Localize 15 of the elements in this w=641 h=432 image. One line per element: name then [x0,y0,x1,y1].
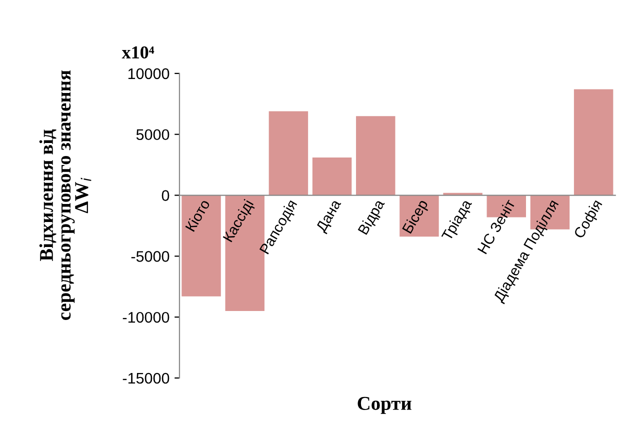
y-axis-title: Відхилення від середньогрупового значення ΔW$_{i}$ [39,70,92,320]
y-tick-label: 10000 [128,68,170,80]
bar [356,116,396,196]
y-tick-label: -10000 [122,312,170,323]
y-tick-label: -15000 [122,372,170,384]
y-tick-label: 0 [162,190,170,201]
text: x10⁴ [122,46,154,58]
y-tick-label: 5000 [136,129,170,140]
bar [574,89,614,196]
bar [400,195,439,237]
bar [268,111,308,196]
bar [312,158,352,196]
bar [182,195,221,296]
y-tick-label: -5000 [131,251,170,262]
x-axis-title: Сорти [358,396,412,414]
